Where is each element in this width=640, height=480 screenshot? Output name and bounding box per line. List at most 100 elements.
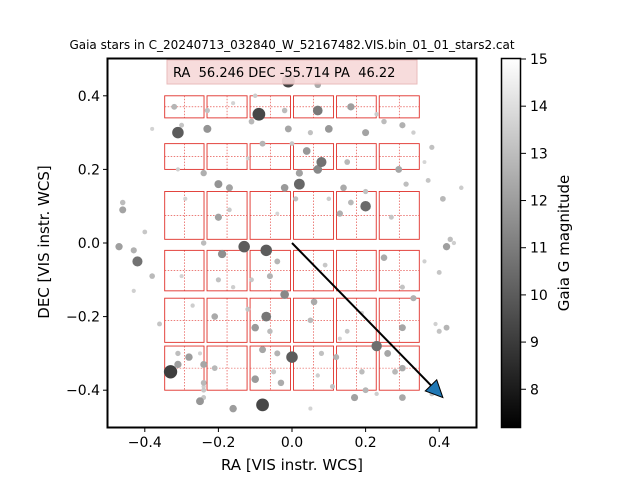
star-point: [344, 159, 351, 165]
star-point: [302, 147, 311, 155]
star-point: [411, 130, 416, 135]
colorbar-label: Gaia G magnitude: [555, 175, 573, 311]
star-point: [374, 111, 379, 117]
y-tick-label: 0.2: [78, 162, 100, 178]
star-point: [231, 101, 236, 106]
x-tick-label: −0.2: [201, 435, 235, 451]
star-point: [174, 360, 182, 369]
star-point: [436, 269, 442, 275]
colorbar-tick-label: 8: [530, 382, 539, 398]
star-point: [115, 243, 123, 251]
star-point: [119, 199, 126, 206]
colorbar-tick-label: 10: [530, 288, 548, 304]
star-point: [259, 140, 266, 147]
star-point: [172, 126, 184, 139]
star-point: [163, 365, 178, 379]
star-point: [201, 387, 207, 393]
star-point: [211, 365, 218, 371]
x-axis-ticks: −0.4 −0.2 0.0 0.2 0.4: [128, 427, 450, 451]
star-point: [422, 259, 427, 264]
star-point: [284, 125, 292, 133]
star-point: [310, 298, 318, 306]
star-point: [175, 350, 181, 357]
star-point: [360, 200, 371, 212]
star-point: [225, 184, 233, 192]
star-point: [293, 178, 305, 190]
star-point: [440, 195, 446, 202]
star-point: [313, 165, 323, 174]
x-tick-label: 0.4: [428, 435, 450, 451]
y-axis-ticks: −0.4 −0.2 0.0 0.2 0.4: [66, 89, 108, 399]
star-point: [312, 105, 323, 116]
star-point: [200, 361, 208, 368]
info-box: RA 56.246 DEC -55.714 PA 46.22: [166, 59, 418, 85]
star-point: [229, 404, 237, 413]
direction-arrow: [291, 242, 444, 399]
star-point: [251, 375, 259, 383]
x-axis-label: RA [VIS instr. WCS]: [221, 456, 363, 474]
arrow-head: [424, 378, 444, 399]
star-point: [359, 369, 365, 375]
star-point: [392, 368, 398, 375]
colorbar-tick-label: 12: [530, 194, 548, 210]
star-point: [381, 118, 387, 125]
star-point: [215, 277, 221, 283]
star-point: [252, 107, 266, 121]
star-point: [318, 350, 325, 356]
star-point: [384, 349, 392, 357]
star-point: [204, 107, 210, 114]
star-point: [363, 188, 369, 195]
star-point: [324, 125, 333, 133]
x-tick-label: 0.2: [354, 435, 376, 451]
star-point: [248, 118, 255, 125]
star-point: [326, 196, 332, 202]
star-point: [142, 229, 148, 235]
colorbar-tick-label: 9: [530, 335, 539, 351]
star-point: [277, 379, 285, 387]
star-point: [410, 295, 417, 302]
star-point: [261, 311, 272, 322]
star-point: [281, 107, 288, 114]
star-point: [200, 169, 207, 177]
colorbar-tick-label: 14: [530, 99, 548, 115]
star-point: [308, 406, 313, 411]
star-point: [230, 284, 236, 290]
x-tick-label: 0.0: [281, 435, 303, 451]
star-point: [132, 256, 143, 267]
star-point: [436, 328, 442, 334]
star-point: [371, 340, 382, 352]
star-point: [315, 373, 320, 378]
star-point: [280, 290, 289, 299]
star-point: [307, 130, 313, 136]
y-tick-label: −0.4: [66, 383, 100, 399]
star-point: [422, 160, 427, 165]
star-point: [403, 181, 409, 187]
star-point: [337, 336, 342, 341]
star-point: [211, 313, 219, 320]
colorbar: [500, 57, 522, 429]
colorbar-tick-label: 13: [530, 146, 548, 162]
info-box-text: RA 56.246 DEC -55.714 PA 46.22: [173, 66, 395, 81]
star-point: [295, 169, 303, 177]
star-point: [150, 126, 155, 131]
star-point: [280, 184, 289, 192]
star-point: [175, 167, 181, 172]
star-point: [179, 274, 184, 279]
star-point: [197, 351, 203, 356]
star-point: [131, 288, 136, 293]
star-point: [399, 122, 406, 129]
star-point: [442, 243, 451, 251]
colorbar-tick-label: 11: [530, 241, 548, 257]
star-point: [380, 254, 388, 262]
star-point: [157, 321, 162, 327]
star-point: [348, 199, 354, 206]
star-point: [203, 124, 212, 133]
star-point: [171, 103, 178, 110]
star-point: [274, 258, 281, 265]
star-point: [179, 122, 185, 128]
star-point: [293, 196, 299, 202]
star-point: [249, 277, 254, 283]
x-tick-label: −0.4: [128, 435, 162, 451]
star-point: [374, 391, 379, 397]
